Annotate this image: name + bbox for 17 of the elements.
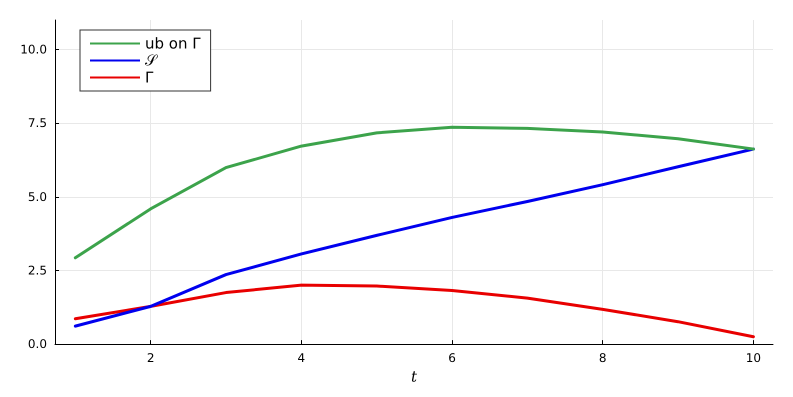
line-series (74, 284, 755, 338)
x-tick-label: 8 (598, 351, 607, 366)
legend-label: 𝒮 (145, 52, 158, 70)
y-tick-label: 2.5 (28, 263, 47, 278)
x-tick-label: 2 (146, 351, 155, 366)
x-tick-label: 10 (746, 351, 762, 366)
y-tick-label: 5.0 (28, 190, 47, 204)
x-tick-label: 4 (298, 351, 306, 366)
y-tick-label: 0.0 (28, 337, 47, 352)
x-tick-label: 6 (448, 351, 456, 366)
legend-label: ub on Γ (145, 34, 202, 52)
y-tick-label: 7.5 (28, 116, 47, 130)
line-series (74, 126, 755, 260)
legend-label: Γ (145, 68, 154, 86)
x-axis-title: t (410, 368, 418, 386)
line-series (74, 148, 755, 328)
y-tick-label: 10.0 (20, 42, 47, 56)
